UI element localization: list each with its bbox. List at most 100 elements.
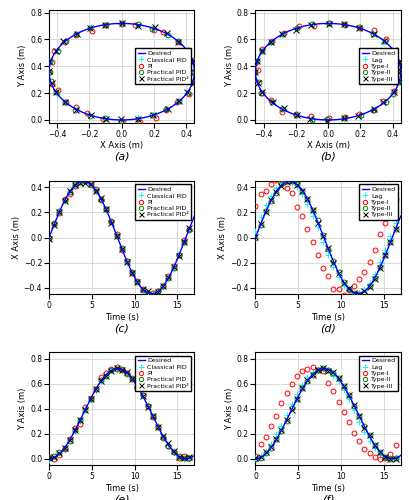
Type-III: [256, 80, 261, 86]
Practical PID: [156, 288, 161, 294]
Type-III: [260, 48, 265, 54]
Classical PID: [47, 234, 52, 240]
Type-I: [331, 286, 336, 292]
Type-II: [281, 30, 286, 36]
Type-II: [274, 436, 279, 442]
Practical PID²: [57, 450, 62, 456]
Classical PID: [114, 232, 119, 237]
Type-II: [391, 90, 396, 96]
Classical PID: [104, 22, 109, 28]
Type-III: [381, 98, 386, 104]
Line: Desired: Desired: [49, 368, 194, 458]
Lag: [397, 60, 402, 66]
PI: [52, 222, 57, 228]
Practical PID: [74, 31, 79, 37]
PI: [101, 116, 106, 121]
Desired: [126, 371, 130, 377]
PI: [109, 366, 114, 372]
PI: [88, 180, 93, 186]
Practical PID²: [83, 407, 88, 413]
Classical PID: [151, 414, 155, 420]
PI: [114, 231, 119, 237]
Practical PID²: [49, 80, 54, 86]
Line: Practical PID²: Practical PID²: [46, 366, 192, 461]
Classical PID: [57, 450, 62, 456]
Type-III: [373, 442, 378, 448]
Practical PID²: [182, 455, 187, 461]
Practical PID²: [62, 98, 67, 104]
PI: [185, 50, 190, 56]
Desired: [47, 456, 52, 462]
Classical PID: [119, 118, 124, 124]
Classical PID: [74, 106, 79, 112]
Practical PID²: [166, 440, 171, 446]
Practical PID²: [109, 368, 114, 374]
Practical PID²: [104, 372, 109, 378]
Line: Type-II: Type-II: [253, 21, 403, 122]
PI: [171, 449, 176, 455]
Lag: [362, 286, 367, 292]
Type-II: [289, 178, 294, 184]
Type-II: [352, 290, 357, 296]
PI: [161, 435, 166, 441]
PI: [114, 364, 119, 370]
Type-III: [295, 112, 300, 117]
Desired: [253, 234, 258, 240]
Desired: [332, 260, 337, 266]
Line: Practical PID: Practical PID: [47, 20, 197, 124]
Desired: [373, 442, 378, 448]
PI: [62, 446, 67, 452]
Type-III: [352, 402, 357, 408]
Practical PID: [171, 448, 176, 454]
Type-III: [378, 449, 382, 455]
Type-II: [263, 450, 268, 456]
Lag: [252, 69, 257, 75]
Practical PID²: [47, 236, 52, 242]
Classical PID: [124, 260, 129, 266]
Lag: [263, 202, 268, 208]
Practical PID²: [187, 225, 192, 231]
Practical PID²: [53, 89, 58, 95]
Practical PID²: [191, 58, 196, 64]
Type-I: [281, 30, 286, 36]
PI: [130, 270, 135, 276]
Legend: Desired, Lag, Type-I, Type-II, Type-III: Desired, Lag, Type-I, Type-II, Type-III: [359, 184, 398, 220]
Lag: [321, 239, 326, 245]
PI: [109, 218, 114, 224]
Classical PID: [176, 252, 181, 258]
Practical PID: [187, 456, 192, 462]
PI: [156, 288, 161, 294]
Line: Lag: Lag: [251, 21, 405, 122]
Text: (c): (c): [115, 323, 129, 333]
Practical PID: [149, 26, 154, 32]
PI: [161, 283, 166, 289]
PI: [187, 91, 191, 97]
Practical PID²: [124, 369, 129, 375]
Practical PID: [104, 22, 109, 28]
Desired: [254, 62, 258, 68]
Classical PID: [93, 187, 98, 193]
Type-I: [336, 399, 341, 405]
PI: [187, 454, 192, 460]
Type-III: [326, 21, 331, 27]
Type-II: [357, 414, 362, 420]
Type-III: [308, 116, 313, 122]
Lag: [370, 30, 375, 36]
Practical PID: [119, 366, 124, 372]
Lag: [260, 48, 265, 54]
Desired: [398, 74, 403, 80]
Desired: [326, 117, 330, 123]
Type-II: [388, 456, 393, 462]
Classical PID: [156, 423, 161, 429]
Type-II: [326, 367, 330, 373]
PI: [166, 273, 171, 279]
Type-I: [310, 364, 315, 370]
Type-III: [357, 414, 362, 420]
Classical PID: [72, 428, 77, 434]
Desired: [191, 74, 196, 80]
Classical PID: [104, 116, 109, 121]
Type-I: [255, 67, 260, 73]
PI: [135, 278, 140, 284]
Type-I: [270, 38, 274, 44]
Type-II: [253, 456, 258, 462]
